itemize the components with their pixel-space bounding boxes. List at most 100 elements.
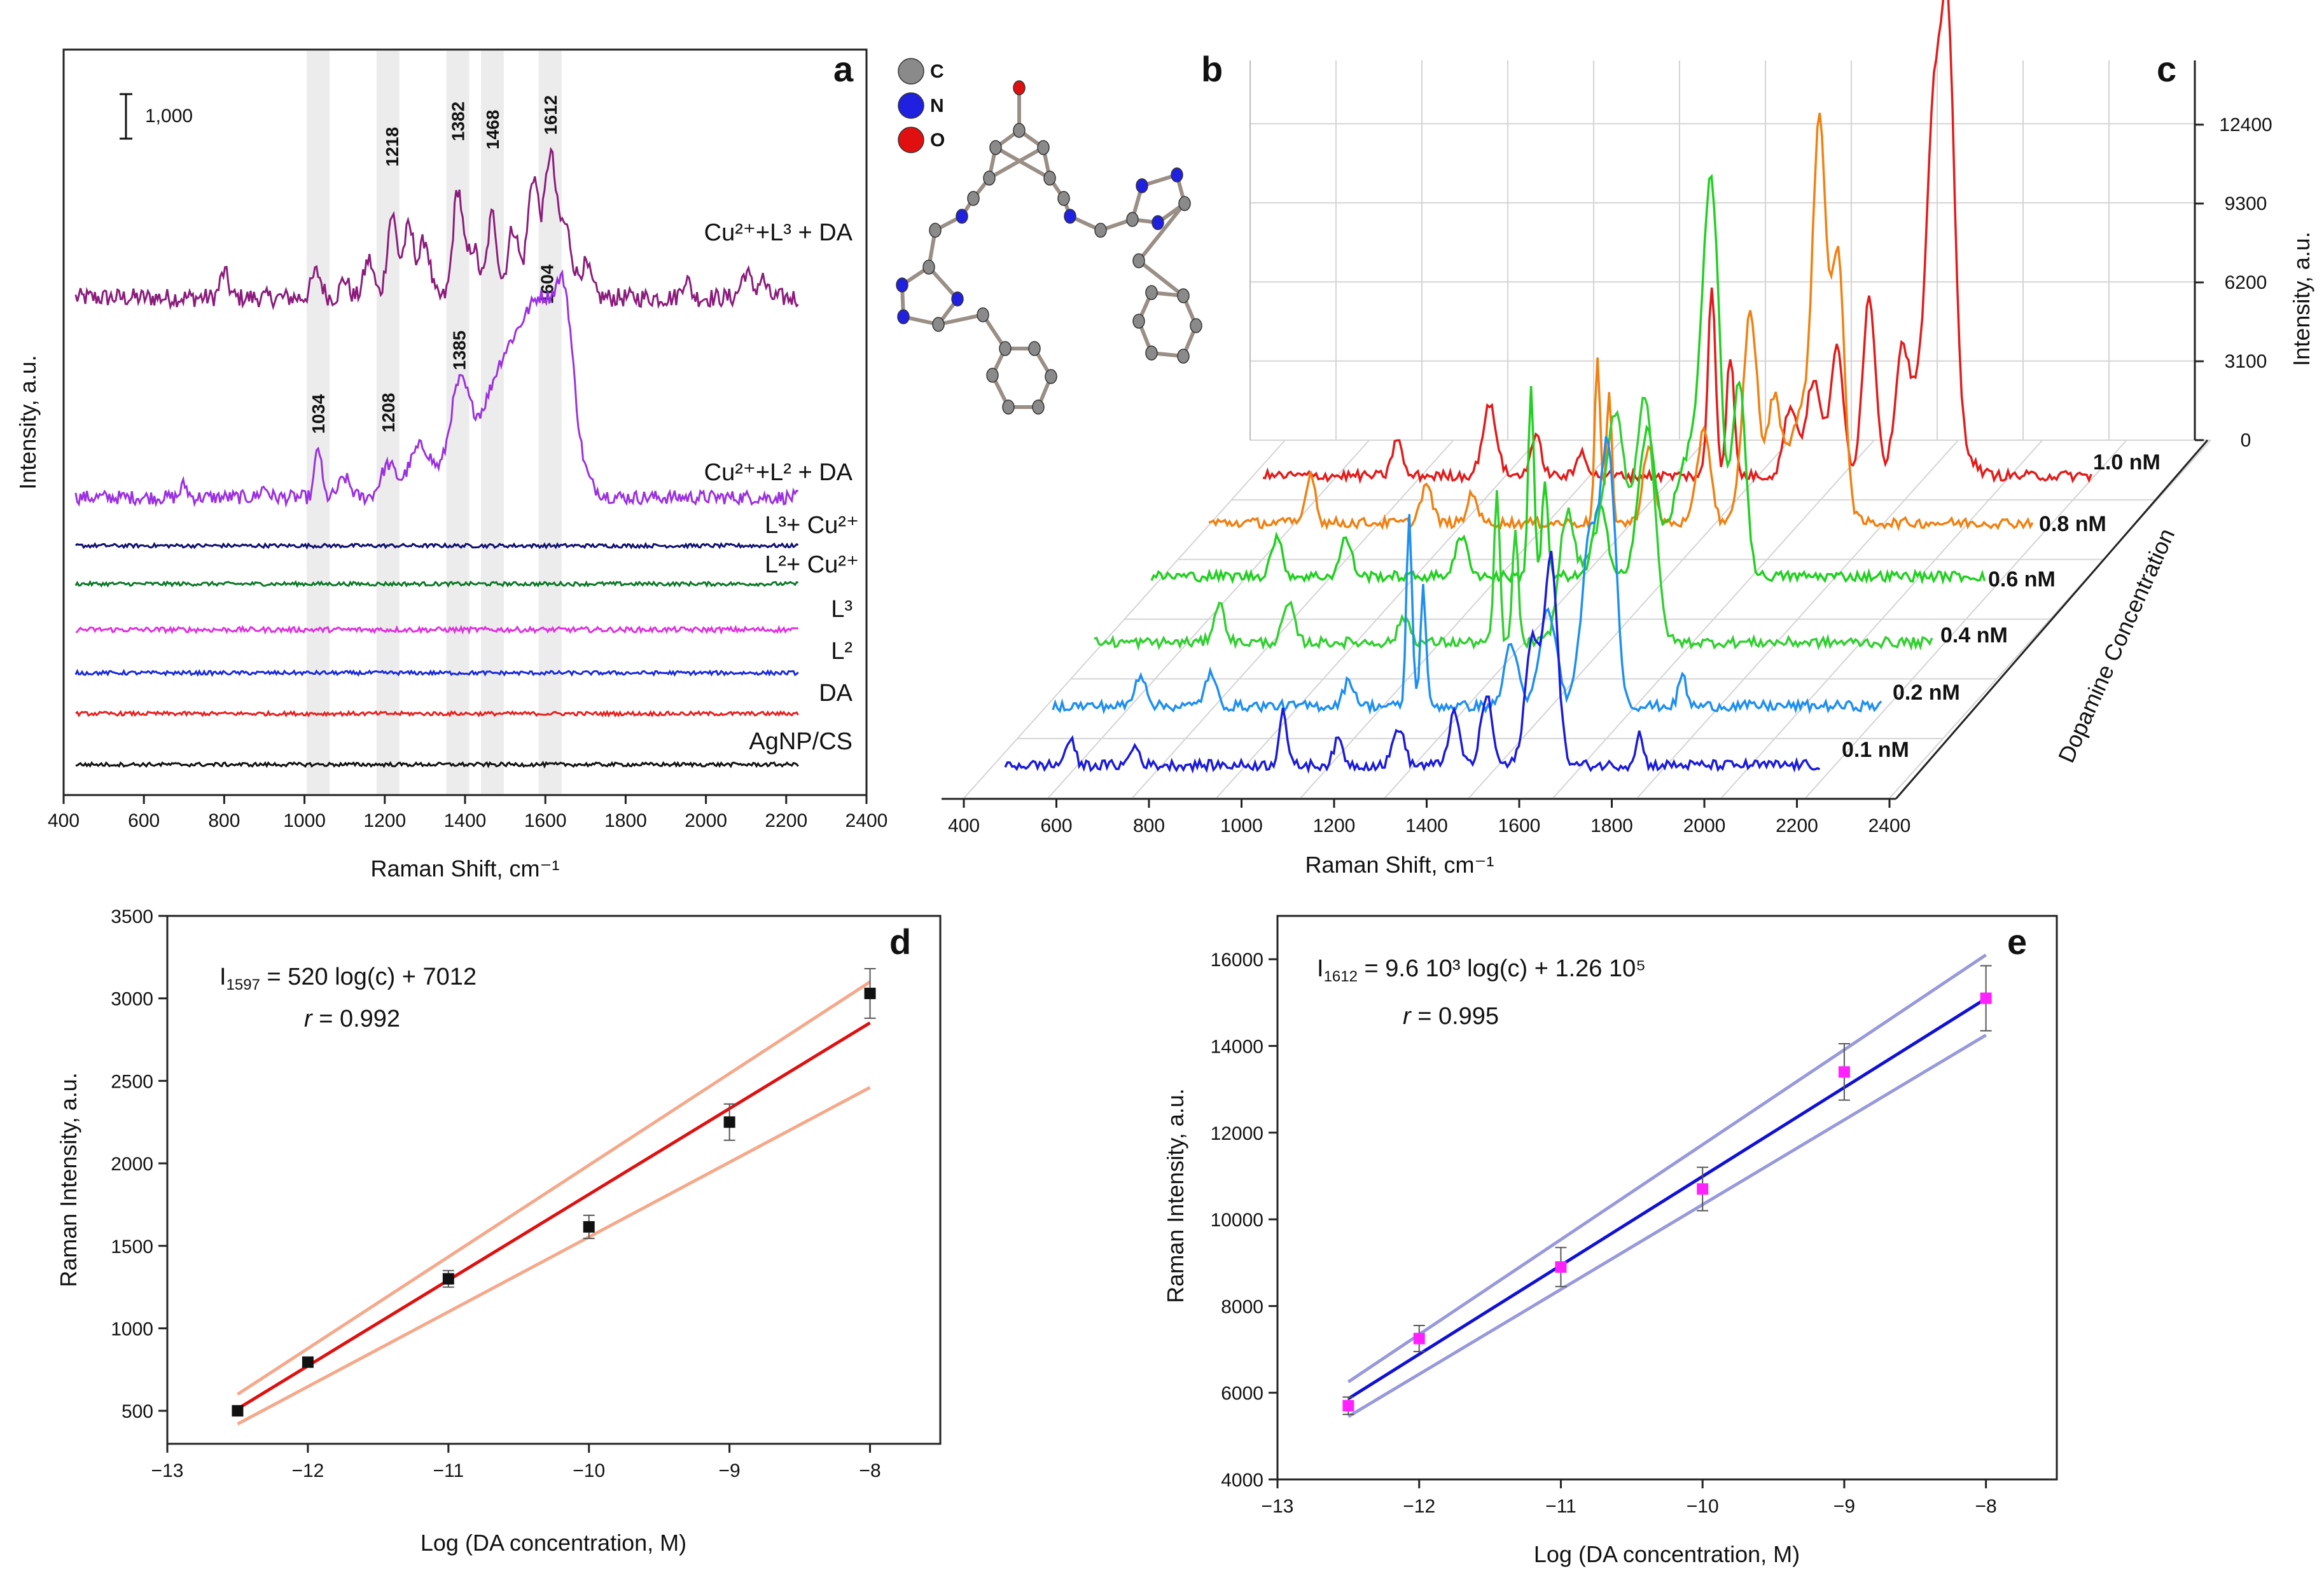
a-peak-label-top: 1382 bbox=[449, 102, 468, 141]
data-point bbox=[864, 987, 876, 999]
e-y-axis-label: Raman Intensity, a.u. bbox=[1162, 1088, 1188, 1303]
e-plot: −13 −12 −11 −10 −9 −8 4000 6000 8000 10000 12000 14… bbox=[1211, 950, 1997, 1517]
molecule-structure bbox=[896, 80, 1202, 415]
panel-b: b CNO bbox=[896, 49, 1223, 415]
c-x-tick-label: 1200 bbox=[1313, 815, 1356, 836]
a-x-tick-label: 400 bbox=[48, 810, 80, 831]
a-spectrum-line bbox=[75, 541, 799, 550]
data-point bbox=[1838, 1066, 1850, 1078]
c-z-tick-label: 9300 bbox=[2225, 193, 2267, 214]
molecule-atom bbox=[1178, 196, 1191, 211]
a-peak-label-mid: 1385 bbox=[450, 331, 470, 370]
atom-legend-swatch bbox=[898, 127, 924, 153]
a-x-tick-label: 1800 bbox=[604, 810, 647, 831]
x-tick-label: −13 bbox=[151, 1460, 184, 1481]
data-point bbox=[442, 1273, 454, 1285]
a-x-tick-label: 600 bbox=[128, 810, 160, 831]
molecule-atom bbox=[1028, 341, 1041, 356]
x-tick-label: −11 bbox=[433, 1460, 464, 1481]
a-spectrum-line bbox=[74, 579, 798, 588]
data-point bbox=[1980, 992, 1992, 1004]
fit-line bbox=[1347, 997, 1987, 1401]
d-x-axis-label: Log (DA concentration, M) bbox=[421, 1530, 686, 1556]
molecule-atom bbox=[1013, 123, 1026, 138]
a-highlight-band bbox=[480, 51, 504, 794]
a-peak-label-top: 1612 bbox=[541, 95, 560, 135]
molecule-atom bbox=[1145, 285, 1158, 300]
data-point bbox=[1697, 1183, 1709, 1195]
a-x-tick-label: 800 bbox=[208, 810, 240, 831]
y-tick-label: 1500 bbox=[111, 1236, 153, 1257]
y-tick-label: 6000 bbox=[1221, 1383, 1263, 1404]
c-x-tick-label: 1600 bbox=[1498, 815, 1541, 836]
molecule-atom bbox=[1126, 212, 1139, 227]
c-spectrum-line bbox=[1094, 396, 1933, 651]
c-y-axis-label: Dopamine Concentration bbox=[2053, 525, 2180, 766]
c-z-axis-label: Intensity, a.u. bbox=[2288, 232, 2314, 366]
molecule-atom bbox=[989, 140, 1002, 155]
y-tick-label: 3500 bbox=[111, 906, 153, 927]
molecule-bond bbox=[1137, 202, 1186, 262]
confidence-band-line bbox=[237, 980, 871, 1396]
c-concentration-label: 0.8 nM bbox=[2039, 512, 2106, 536]
molecule-atom bbox=[986, 368, 999, 383]
c-z-tick-label: 0 bbox=[2241, 430, 2251, 451]
y-tick-label: 500 bbox=[122, 1401, 153, 1422]
molecule-bond bbox=[988, 146, 1045, 180]
y-tick-label: 10000 bbox=[1211, 1210, 1263, 1231]
c-x-tick-label: 2000 bbox=[1683, 815, 1726, 836]
data-point bbox=[723, 1116, 735, 1128]
a-peak-label-top: 1218 bbox=[382, 127, 402, 167]
e-correlation: r = 0.995 bbox=[1403, 1003, 1499, 1030]
c-depth-axis-line bbox=[1895, 440, 2209, 799]
a-spectra bbox=[74, 146, 799, 769]
c-spectrum-line bbox=[1052, 436, 1882, 716]
molecule-atom bbox=[1002, 399, 1015, 415]
c-z-ticks: 0 3100 6200 9300 12400 bbox=[2195, 114, 2272, 451]
molecule-bond bbox=[938, 313, 984, 326]
y-tick-label: 4000 bbox=[1221, 1470, 1263, 1491]
molecule-atom bbox=[1152, 215, 1164, 230]
molecule-atom bbox=[929, 223, 942, 238]
confidence-band-line bbox=[1347, 953, 1987, 1383]
panel-d: d I1597 = 520 log(c) + 7012 r = 0.992 −1… bbox=[55, 906, 942, 1556]
a-series-labels: Cu²⁺+L³ + DA Cu²⁺+L² + DA L³+ Cu²⁺ L²+ Cu²⁺… bbox=[704, 219, 859, 755]
molecule-bond bbox=[994, 146, 1051, 180]
a-series-label: L³ bbox=[831, 596, 852, 623]
molecule-atom bbox=[999, 341, 1012, 356]
molecule-atom bbox=[1037, 140, 1050, 155]
e-equation: I1612 = 9.6 10³ log(c) + 1.26 10⁵ bbox=[1317, 955, 1646, 985]
a-series-label: Cu²⁺+L³ + DA bbox=[704, 219, 853, 246]
c-x-ticks: 400 600 800 1000 1200 1400 1600 1800 2000 2200 240… bbox=[948, 799, 1910, 836]
c-x-axis-label: Raman Shift, cm⁻¹ bbox=[1305, 852, 1494, 878]
a-y-axis-label: Intensity, a.u. bbox=[15, 355, 41, 489]
molecule-atom bbox=[1136, 178, 1148, 193]
y-tick-label: 3000 bbox=[111, 989, 153, 1010]
molecule-atom bbox=[897, 309, 910, 324]
c-spectrum-line bbox=[1208, 113, 2034, 532]
panel-c: c 1.0 nM 0.8 nM 0.6 nM 0.4 nM 0.2 nM 0.1 nM 4… bbox=[942, 0, 2314, 878]
a-series-label: L³+ Cu²⁺ bbox=[765, 512, 859, 539]
y-tick-label: 16000 bbox=[1211, 950, 1263, 971]
c-spectrum-line bbox=[1004, 550, 1821, 774]
a-series-label: Cu²⁺+L² + DA bbox=[704, 459, 853, 486]
d-correlation: r = 0.992 bbox=[304, 1006, 400, 1032]
x-tick-label: −9 bbox=[1833, 1496, 1855, 1517]
x-tick-label: −11 bbox=[1545, 1496, 1576, 1517]
molecule-bond bbox=[1138, 259, 1185, 298]
atom-legend: CNO bbox=[898, 58, 945, 153]
molecule-atom bbox=[977, 307, 989, 322]
atom-legend-label: N bbox=[930, 95, 944, 116]
a-x-tick-label: 1400 bbox=[444, 810, 487, 831]
a-x-ticks: 400 600 800 1000 1200 1400 1600 1800 2000 2200 240… bbox=[48, 795, 887, 831]
e-x-axis-label: Log (DA concentration, M) bbox=[1534, 1541, 1800, 1567]
a-x-tick-label: 1600 bbox=[524, 810, 567, 831]
molecule-atom bbox=[951, 291, 964, 307]
a-spectrum-line bbox=[75, 625, 798, 635]
c-spectrum-line bbox=[1262, 0, 2092, 485]
d-plot: −13 −12 −11 −10 −9 −8 500 1000 1500 2000 2500 3000 3… bbox=[111, 906, 880, 1481]
c-concentration-label: 0.4 nM bbox=[1940, 623, 2008, 647]
c-x-tick-label: 800 bbox=[1133, 815, 1165, 836]
